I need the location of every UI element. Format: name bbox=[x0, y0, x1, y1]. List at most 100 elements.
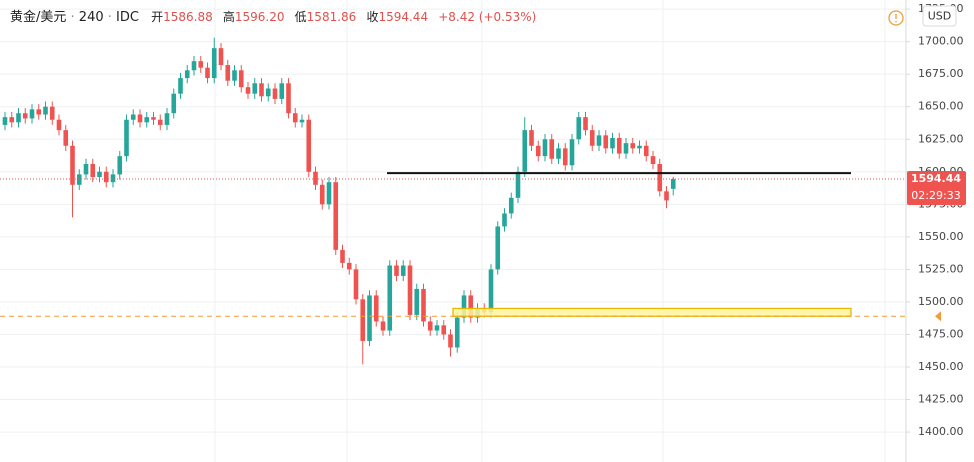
symbol: 黄金/美元 bbox=[10, 9, 66, 25]
candle-body bbox=[164, 113, 170, 125]
high-value: 1596.20 bbox=[235, 10, 285, 24]
candle-body bbox=[110, 174, 116, 183]
candle-body bbox=[549, 139, 555, 159]
y-tick-label: 1700.00 bbox=[918, 35, 964, 48]
candle-body bbox=[664, 191, 669, 201]
grid bbox=[0, 0, 906, 462]
candle-body bbox=[637, 145, 642, 149]
candle-body bbox=[367, 295, 372, 341]
candle-body bbox=[326, 182, 332, 205]
candle-body bbox=[272, 88, 278, 99]
candle-body bbox=[211, 48, 217, 79]
candle-body bbox=[535, 145, 541, 157]
candle-body bbox=[434, 325, 440, 331]
candle-body bbox=[16, 113, 21, 123]
low-value: 1581.86 bbox=[307, 10, 357, 24]
candle-body bbox=[171, 93, 177, 114]
candle-body bbox=[36, 109, 42, 115]
candle-body bbox=[562, 148, 568, 166]
header: 黄金/美元 · 240 · IDC 开1586.88 高1596.20 低158… bbox=[10, 9, 536, 25]
candle-body bbox=[488, 269, 494, 313]
candle-body bbox=[306, 119, 312, 172]
candle-body bbox=[603, 135, 609, 149]
candle-body bbox=[515, 171, 521, 198]
candle-body bbox=[238, 70, 244, 88]
high-label: 高 bbox=[223, 9, 235, 24]
candle-body bbox=[468, 295, 474, 318]
candle-body bbox=[56, 119, 62, 131]
candle-body bbox=[225, 65, 231, 81]
y-tick-label: 1400.00 bbox=[918, 425, 964, 438]
candle-body bbox=[380, 321, 386, 331]
candle-body bbox=[286, 83, 291, 114]
candle-body bbox=[583, 117, 588, 131]
candle-body bbox=[178, 78, 183, 94]
candle-body bbox=[117, 156, 123, 175]
y-tick-label: 1675.00 bbox=[918, 67, 964, 80]
candle-body bbox=[130, 114, 136, 120]
alert-icon[interactable] bbox=[888, 10, 904, 26]
candle-body bbox=[292, 113, 298, 123]
candle-body bbox=[90, 163, 96, 177]
candle-body bbox=[643, 145, 649, 157]
candle-body bbox=[191, 61, 197, 71]
candle-body bbox=[218, 48, 224, 66]
candle-body bbox=[529, 130, 534, 146]
source: IDC bbox=[116, 10, 139, 25]
candle-body bbox=[124, 119, 129, 157]
candle-body bbox=[49, 106, 55, 120]
open-value: 1586.88 bbox=[163, 10, 213, 24]
candle-body bbox=[670, 179, 676, 189]
low-label: 低 bbox=[295, 10, 307, 24]
candle-body bbox=[623, 143, 629, 154]
candle-body bbox=[657, 163, 663, 192]
candle-body bbox=[596, 135, 602, 146]
y-tick-label: 1425.00 bbox=[918, 393, 964, 406]
candle-body bbox=[157, 119, 163, 125]
candle-body bbox=[346, 262, 352, 270]
y-tick-label: 1625.00 bbox=[918, 132, 964, 145]
candle-body bbox=[650, 156, 656, 164]
candle-body bbox=[245, 87, 251, 94]
candle-body bbox=[454, 317, 460, 348]
candle-body bbox=[29, 109, 35, 119]
candle-body bbox=[151, 117, 156, 120]
currency-label: USD bbox=[928, 10, 952, 23]
alert-icon-dot bbox=[895, 20, 897, 23]
candle-body bbox=[373, 295, 379, 322]
candle-body bbox=[353, 269, 359, 300]
candle-body bbox=[319, 184, 325, 205]
candle-body bbox=[360, 299, 366, 341]
candle-body bbox=[43, 106, 48, 115]
candle-body bbox=[333, 182, 339, 250]
y-tick-label: 1525.00 bbox=[918, 262, 964, 275]
candle-body bbox=[461, 295, 467, 318]
change: +8.42 (+0.53%) bbox=[438, 10, 536, 24]
candle-body bbox=[569, 139, 575, 166]
candle-body bbox=[448, 334, 453, 348]
y-tick-label: 1650.00 bbox=[918, 100, 964, 113]
candle-body bbox=[2, 117, 8, 125]
candle-body bbox=[400, 265, 406, 276]
candle-body bbox=[616, 137, 622, 154]
candle-body bbox=[522, 130, 528, 172]
candle-body bbox=[427, 321, 433, 331]
plot bbox=[0, 37, 906, 365]
zone bbox=[452, 307, 852, 317]
candle-body bbox=[441, 325, 447, 335]
candle-body bbox=[97, 171, 102, 177]
candle-body bbox=[630, 143, 636, 149]
candle-body bbox=[542, 139, 548, 157]
close-label: 收 bbox=[366, 10, 378, 24]
candle-body bbox=[137, 114, 143, 123]
candle-body bbox=[232, 70, 237, 81]
candle-body bbox=[610, 137, 615, 149]
candle-body bbox=[556, 148, 561, 159]
candle-body bbox=[340, 249, 345, 263]
currency-button[interactable] bbox=[922, 5, 957, 27]
last-price-label: 1594.44 bbox=[911, 172, 961, 185]
candle-body bbox=[495, 226, 501, 270]
candle-body bbox=[502, 213, 507, 227]
candle-body bbox=[103, 171, 109, 183]
